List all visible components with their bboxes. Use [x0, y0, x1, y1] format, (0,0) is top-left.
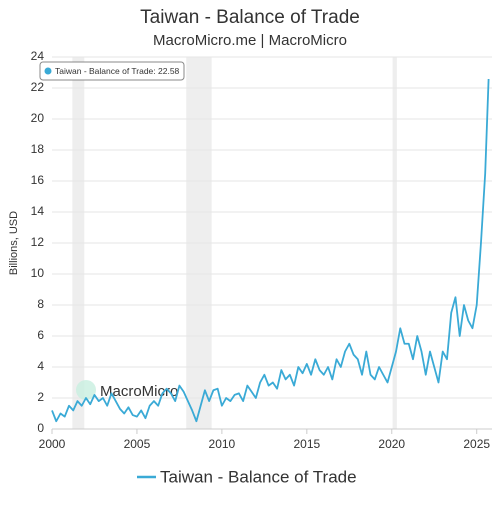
- watermark-logo: [76, 380, 96, 400]
- x-tick-label: 2015: [293, 437, 320, 451]
- data-line: [51, 78, 490, 423]
- y-tick-label: 12: [31, 235, 45, 249]
- y-tick-label: 4: [37, 359, 44, 373]
- y-tick-label: 8: [37, 297, 44, 311]
- y-tick-label: 24: [31, 49, 45, 63]
- y-tick-label: 6: [37, 328, 44, 342]
- x-tick-label: 2005: [124, 437, 151, 451]
- y-tick-label: 2: [37, 390, 44, 404]
- watermark: MacroMicro: [100, 383, 178, 400]
- annotation-dot: [44, 67, 52, 75]
- chart-title: Taiwan - Balance of Trade: [140, 7, 360, 28]
- y-tick-label: 20: [31, 111, 45, 125]
- annotation-box: [39, 61, 185, 81]
- x-tick-label: 2020: [378, 437, 405, 451]
- y-tick-label: 18: [31, 142, 45, 156]
- y-axis-label: Billions, USD: [8, 211, 20, 275]
- y-tick-label: 22: [31, 80, 45, 94]
- y-tick-label: 16: [31, 173, 45, 187]
- legend-label: Taiwan - Balance of Trade: [160, 467, 357, 486]
- y-tick-label: 14: [31, 204, 45, 218]
- y-tick-label: 10: [31, 266, 45, 280]
- x-tick-label: 2010: [209, 437, 236, 451]
- annotation: Taiwan - Balance of Trade: 22.58: [39, 61, 185, 81]
- y-tick-label: 0: [37, 421, 44, 435]
- x-tick-label: 2025: [463, 437, 490, 451]
- chart-subtitle: MacroMicro.me | MacroMicro: [153, 32, 347, 49]
- x-tick-label: 2000: [39, 437, 66, 451]
- annotation-text: Taiwan - Balance of Trade: 22.58: [55, 66, 180, 76]
